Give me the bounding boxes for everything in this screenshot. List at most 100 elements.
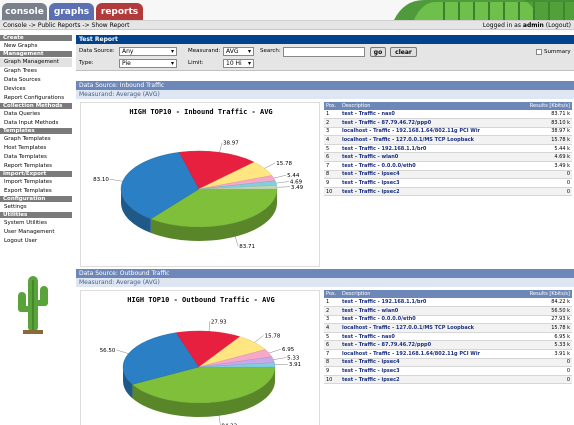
sidebar-item-data-queries[interactable]: Data Queries [4, 111, 41, 117]
row-description[interactable]: test - Traffic - 87.79.46.72/ppp0 [340, 118, 522, 128]
pie-slice-label: 5.33 [287, 356, 300, 362]
pie-leader-line [109, 179, 123, 182]
pie-leader-line [254, 335, 264, 343]
go-button[interactable]: go [370, 47, 386, 57]
row-result: 83.71 k [522, 110, 572, 120]
limit-select[interactable]: 10 Hi [223, 59, 254, 68]
row-description[interactable]: localhost - Traffic - 192.168.1.64/802.1… [340, 127, 522, 137]
sidebar-item-data-sources[interactable]: Data Sources [4, 77, 41, 83]
table-row: 6 test - Traffic - 87.79.46.72/ppp0 5.33 k [324, 340, 572, 351]
row-description[interactable]: test - Traffic - ipsec4 [340, 358, 522, 368]
logout-link[interactable]: (Logout) [545, 21, 571, 29]
sidebar-item-graph-management[interactable]: Graph Management [0, 58, 72, 67]
sidebar-item-devices[interactable]: Devices [4, 86, 26, 92]
inbound-pie-chart: 83.71 83.10 38.97 15.78 5.444.693.49 [93, 141, 303, 250]
sidebar-section-collection-methods: Collection Methods [0, 103, 72, 110]
summary-checkbox[interactable] [536, 49, 542, 55]
row-result: 5.33 k [522, 340, 572, 351]
sidebar-item-export-templates[interactable]: Export Templates [4, 188, 52, 194]
row-description[interactable]: test - Traffic - 192.168.1.1/br0 [340, 144, 522, 154]
results-header: Results [Kbits/s] [522, 290, 572, 298]
table-row: 5 test - Traffic - nas0 6.95 k [324, 332, 572, 342]
row-description[interactable]: localhost - Traffic - 127.0.0.1/MS TCP L… [340, 323, 522, 333]
row-description[interactable]: test - Traffic - wlan0 [340, 152, 522, 163]
row-pos: 6 [324, 340, 340, 351]
row-description[interactable]: test - Traffic - 87.79.46.72/ppp0 [340, 340, 522, 351]
pie-slice-label: 83.71 [239, 244, 255, 250]
row-description[interactable]: test - Traffic - nas0 [340, 332, 522, 342]
row-result: 15.78 k [522, 135, 572, 145]
table-row: 4 localhost - Traffic - 127.0.0.1/MS TCP … [324, 323, 572, 333]
row-description[interactable]: test - Traffic - 0.0.0.0/eth0 [340, 315, 522, 325]
row-pos: 3 [324, 315, 340, 325]
search-input[interactable] [283, 47, 365, 57]
row-pos: 1 [324, 298, 340, 308]
type-select[interactable]: Pie [119, 59, 177, 68]
row-description[interactable]: test - Traffic - wlan0 [340, 306, 522, 316]
pie-leader-line [276, 181, 289, 184]
row-description[interactable]: test - Traffic - 192.168.1.1/br0 [340, 298, 522, 308]
sidebar-item-new-graphs[interactable]: New Graphs [4, 43, 38, 49]
sidebar-item-report-configurations[interactable]: Report Configurations [4, 95, 65, 101]
main-tabs: console graphs reports [2, 3, 143, 20]
row-pos: 8 [324, 170, 340, 180]
sidebar-item-data-input-methods[interactable]: Data Input Methods [4, 120, 59, 126]
cactus-icon [18, 276, 48, 334]
description-header: Description [340, 102, 522, 110]
pie-slice [150, 188, 278, 228]
pie-slice-label: 6.95 [282, 347, 295, 353]
cactus-logo [15, 272, 51, 336]
clear-button[interactable]: clear [390, 47, 417, 57]
row-result: 6.95 k [522, 332, 572, 342]
inbound-chart: HIGH TOP10 - Inbound Traffic - AVG 83.71… [80, 102, 320, 267]
row-pos: 8 [324, 358, 340, 368]
row-pos: 3 [324, 127, 340, 137]
row-description[interactable]: localhost - Traffic - 127.0.0.1/MS TCP L… [340, 135, 522, 145]
login-status: Logged in as admin (Logout) [483, 22, 571, 29]
breadcrumb[interactable]: Console -> Public Reports -> Show Report [3, 21, 130, 29]
measurand-select[interactable]: AVG [223, 47, 254, 56]
login-prefix: Logged in as [482, 21, 521, 29]
tab-reports[interactable]: reports [96, 3, 143, 20]
pie-slice-label: 27.93 [211, 319, 227, 325]
sidebar-item-report-templates[interactable]: Report Templates [4, 163, 52, 169]
table-row: 9 test - Traffic - ipsec3 0 [324, 178, 572, 188]
outbound-chart-title: HIGH TOP10 - Outbound Traffic - AVG [127, 296, 275, 304]
table-row: 8 test - Traffic - ipsec4 0 [324, 170, 572, 180]
pie-slice-label: 15.78 [265, 334, 281, 340]
login-user: admin [522, 21, 544, 29]
row-result: 4.69 k [522, 152, 572, 163]
sidebar-item-host-templates[interactable]: Host Templates [4, 145, 47, 151]
pie-slice [175, 330, 241, 368]
pie-leader-line [268, 348, 282, 354]
sidebar-item-logout-user[interactable]: Logout User [4, 238, 38, 244]
sidebar-item-import-templates[interactable]: Import Templates [4, 179, 52, 185]
measurand-label: Measurand: [188, 48, 221, 54]
tab-console[interactable]: console [2, 3, 47, 20]
row-description[interactable]: test - Traffic - ipsec4 [340, 170, 522, 180]
summary-label: Summary [544, 49, 571, 55]
sidebar-item-settings[interactable]: Settings [4, 204, 27, 210]
row-description[interactable]: localhost - Traffic - 192.168.1.64/802.1… [340, 349, 522, 359]
row-result: 83.10 k [522, 118, 572, 128]
row-pos: 4 [324, 135, 340, 145]
row-description[interactable]: test - Traffic - ipsec3 [340, 178, 522, 188]
data-source-select[interactable]: Any [119, 47, 177, 56]
row-description[interactable]: test - Traffic - 0.0.0.0/eth0 [340, 161, 522, 171]
row-pos: 1 [324, 110, 340, 120]
tab-graphs[interactable]: graphs [49, 3, 94, 20]
sidebar-item-graph-templates[interactable]: Graph Templates [4, 136, 51, 142]
sidebar-item-user-management[interactable]: User Management [4, 229, 55, 235]
row-description[interactable]: test - Traffic - ipsec2 [340, 375, 522, 385]
row-pos: 2 [324, 306, 340, 316]
sidebar-item-data-templates[interactable]: Data Templates [4, 154, 47, 160]
sidebar-item-graph-trees[interactable]: Graph Trees [4, 68, 37, 74]
table-row: 2 test - Traffic - 87.79.46.72/ppp0 83.10 … [324, 118, 572, 128]
row-pos: 9 [324, 178, 340, 188]
row-pos: 2 [324, 118, 340, 128]
row-result: 5.44 k [522, 144, 572, 154]
sidebar-item-system-utilities[interactable]: System Utilities [4, 220, 47, 226]
row-description[interactable]: test - Traffic - ipsec3 [340, 366, 522, 376]
row-description[interactable]: test - Traffic - ipsec2 [340, 187, 522, 197]
row-description[interactable]: test - Traffic - nas0 [340, 110, 522, 120]
